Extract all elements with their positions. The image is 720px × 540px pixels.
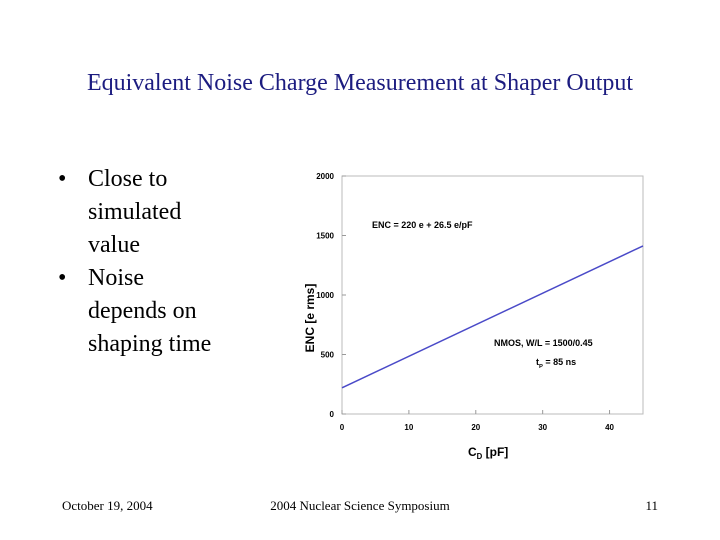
x-axis-label-rest: [pF]	[482, 445, 508, 459]
annotation-rest: = 85 ns	[543, 357, 576, 367]
bullet-text: Noise	[88, 265, 144, 291]
bullet-text: value	[88, 232, 140, 258]
footer-event: 2004 Nuclear Science Symposium	[270, 498, 449, 513]
bullet-text: depends on	[88, 298, 197, 324]
bullet-text: Close to	[88, 166, 167, 192]
x-tick-label: 20	[471, 423, 480, 432]
footer-page: 11	[645, 498, 658, 513]
y-tick-label: 1000	[316, 291, 334, 300]
annotation: ENC = 220 e + 26.5 e/pF	[372, 220, 473, 230]
y-tick-label: 1500	[316, 232, 334, 241]
annotation-sub: P	[539, 364, 543, 370]
bullet-symbol: •	[58, 265, 66, 291]
y-axis-label: ENC [e rms]	[303, 284, 317, 353]
x-tick-label: 40	[605, 423, 614, 432]
bullet-text: simulated	[88, 199, 181, 225]
x-tick-label: 30	[538, 423, 547, 432]
x-axis-label-main: C	[468, 445, 477, 459]
x-tick-label: 10	[404, 423, 413, 432]
bullet-text: shaping time	[88, 331, 211, 357]
bullet-symbol: •	[58, 166, 66, 192]
slide-title: Equivalent Noise Charge Measurement at S…	[87, 70, 633, 96]
x-axis-label-sub: D	[477, 452, 483, 461]
annotation-main: t	[536, 357, 539, 367]
annotation: tP = 85 ns	[536, 357, 576, 370]
plot-frame	[341, 175, 644, 415]
annotation: NMOS, W/L = 1500/0.45	[494, 338, 593, 348]
y-tick-label: 0	[330, 410, 335, 419]
x-axis-label: CD [pF]	[468, 445, 508, 461]
y-tick-label: 2000	[316, 172, 334, 181]
footer-date: October 19, 2004	[62, 498, 153, 513]
data-line	[341, 245, 644, 389]
x-tick-label: 0	[340, 423, 345, 432]
y-tick-label: 500	[321, 351, 335, 360]
